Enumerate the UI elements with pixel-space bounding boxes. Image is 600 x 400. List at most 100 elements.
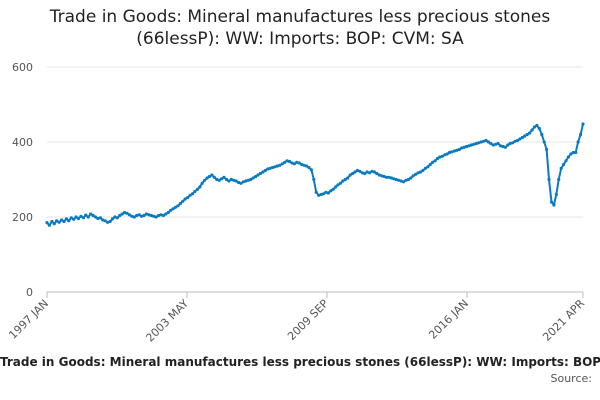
data-point (562, 162, 566, 167)
data-point (263, 168, 267, 173)
data-point (528, 131, 532, 135)
data-point (317, 193, 321, 197)
data-point (275, 164, 279, 168)
data-point (132, 215, 136, 219)
data-point (64, 217, 68, 221)
data-point (302, 163, 306, 167)
data-point (506, 143, 510, 147)
data-point (486, 140, 490, 144)
data-point (433, 159, 437, 163)
data-point (518, 137, 522, 141)
data-point (115, 216, 119, 220)
data-point (564, 159, 568, 163)
data-point (50, 219, 54, 224)
data-point (198, 185, 202, 189)
data-point (110, 217, 115, 221)
data-point (576, 140, 580, 144)
data-point (384, 175, 389, 179)
data-point (309, 168, 313, 172)
y-tick-label: 600 (12, 61, 33, 74)
data-point (241, 180, 246, 184)
data-point (460, 146, 464, 150)
data-point (423, 166, 427, 170)
data-point (549, 200, 554, 204)
data-point (234, 179, 238, 183)
data-point (224, 177, 229, 182)
data-point (511, 141, 515, 145)
data-point (195, 187, 199, 191)
data-point (404, 178, 408, 182)
data-point (147, 213, 151, 217)
data-point (222, 175, 226, 179)
data-point (212, 175, 216, 179)
data-point (98, 216, 102, 220)
chart-title-line-2: (66lessP): WW: Imports: BOP: CVM: SA (136, 29, 464, 49)
data-point (171, 207, 175, 211)
data-point (530, 128, 534, 132)
data-point (103, 219, 107, 223)
data-point (450, 150, 454, 154)
data-point (375, 171, 379, 176)
data-point (435, 156, 440, 161)
data-point (261, 170, 265, 174)
data-point (159, 213, 163, 217)
data-point (181, 199, 185, 203)
data-point (292, 162, 296, 166)
data-point (152, 214, 156, 218)
data-point (93, 215, 98, 219)
data-point (397, 178, 401, 182)
data-point (547, 177, 551, 182)
series-layer (45, 122, 585, 227)
data-point (81, 216, 85, 220)
chart-title: Trade in Goods: Mineral manufactures les… (0, 6, 600, 50)
data-point (392, 177, 396, 181)
data-point (62, 219, 66, 224)
data-point (166, 210, 170, 215)
data-point (142, 213, 146, 218)
data-point (443, 153, 447, 157)
data-point (266, 167, 270, 171)
data-point (89, 212, 93, 216)
data-point (329, 189, 333, 193)
data-point (205, 176, 209, 180)
y-tick-label: 400 (12, 136, 33, 149)
data-point (76, 216, 81, 221)
data-point (249, 177, 253, 182)
data-point (300, 162, 304, 167)
data-point (394, 177, 398, 182)
data-point (217, 178, 221, 182)
data-point (113, 215, 117, 219)
data-point (353, 170, 357, 174)
y-tick-label: 0 (26, 286, 33, 299)
data-point (157, 213, 161, 218)
data-point (341, 179, 345, 183)
data-point (360, 171, 364, 175)
data-point (501, 144, 505, 149)
data-point (164, 212, 168, 216)
data-point (566, 155, 571, 159)
data-point (297, 161, 301, 165)
data-point (290, 161, 294, 165)
data-point (127, 213, 132, 217)
data-point (84, 213, 88, 217)
data-point (346, 176, 350, 180)
data-point (237, 180, 241, 185)
data-point (258, 171, 262, 176)
data-point (409, 176, 413, 180)
data-point (229, 177, 233, 182)
data-point (334, 185, 338, 189)
data-point (144, 212, 148, 216)
data-point (283, 160, 287, 164)
data-point (414, 172, 418, 176)
data-point (120, 212, 124, 216)
data-point (467, 144, 471, 148)
data-point (479, 140, 483, 144)
data-point (343, 177, 347, 182)
data-point (401, 180, 406, 184)
data-point (377, 173, 381, 177)
data-point (183, 197, 187, 201)
data-point (559, 166, 563, 170)
data-point (200, 181, 204, 185)
data-point (215, 177, 219, 182)
data-point (321, 192, 326, 196)
